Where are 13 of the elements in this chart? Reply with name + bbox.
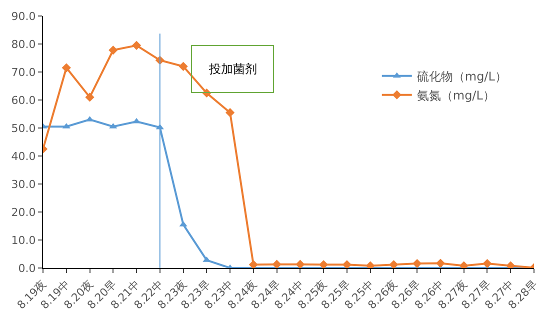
- legend-label: 硫化物（mg/L）: [416, 70, 507, 84]
- y-tick-label: 50.0: [11, 122, 36, 135]
- y-tick-label: 20.0: [11, 206, 36, 219]
- y-tick-label: 30.0: [11, 178, 36, 191]
- y-tick-label: 90.0: [11, 10, 36, 23]
- y-tick-label: 40.0: [11, 150, 36, 163]
- y-tick-label: 10.0: [11, 234, 36, 247]
- y-tick-label: 0.0: [18, 262, 36, 275]
- legend-label: 氨氮（mg/L）: [416, 88, 495, 103]
- y-tick-label: 60.0: [11, 94, 36, 107]
- y-tick-label: 70.0: [11, 66, 36, 79]
- annotation: 投加菌剂: [208, 62, 257, 76]
- y-tick-label: 80.0: [11, 38, 36, 51]
